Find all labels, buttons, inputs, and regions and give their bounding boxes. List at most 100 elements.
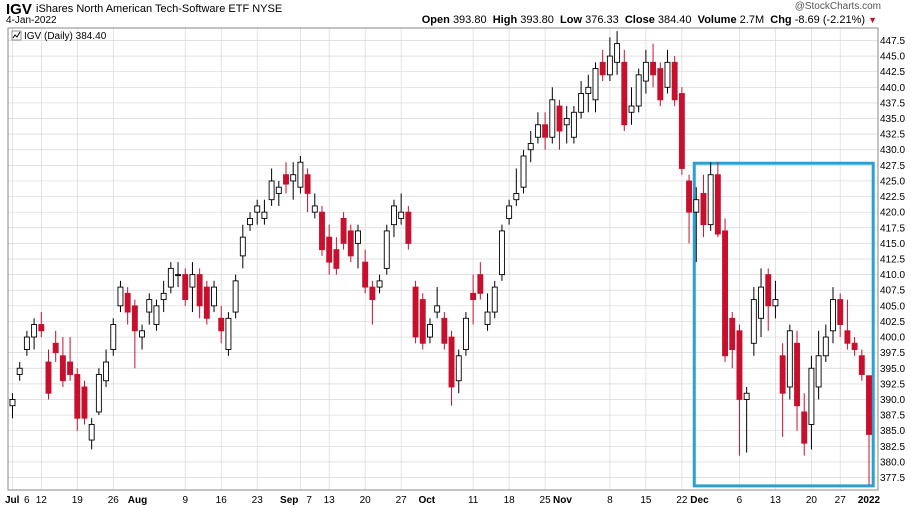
y-tick-label: 427.5 <box>880 161 905 172</box>
y-tick-label: 417.5 <box>880 223 905 234</box>
x-tick-label: 23 <box>252 495 264 506</box>
y-tick-label: 407.5 <box>880 286 905 297</box>
candle-body <box>448 336 455 388</box>
y-tick-label: 445.0 <box>880 52 905 63</box>
plot-frame <box>7 27 879 491</box>
candle-body <box>614 43 621 63</box>
candle-body <box>182 274 189 301</box>
candles <box>9 31 872 485</box>
candle <box>520 149 527 194</box>
candle <box>405 205 412 250</box>
y-tick-label: 380.0 <box>880 457 905 468</box>
candle <box>599 49 606 82</box>
candle <box>765 268 772 331</box>
y-tick-label: 397.5 <box>880 348 905 359</box>
candle <box>290 162 297 200</box>
candle-body <box>606 55 613 76</box>
candle-body <box>167 267 174 288</box>
candle <box>837 293 844 338</box>
candle <box>326 224 333 275</box>
candle-body <box>527 143 534 151</box>
candle <box>707 162 714 231</box>
candle <box>714 162 721 238</box>
candle-body <box>67 361 74 375</box>
candle <box>247 212 253 231</box>
y-tick-label: 442.5 <box>880 67 905 78</box>
x-tick-label: Dec <box>690 495 709 506</box>
y-tick-label: 437.5 <box>880 98 905 109</box>
candle <box>362 249 369 294</box>
x-tick-label: Nov <box>553 495 572 506</box>
candle <box>786 324 793 400</box>
x-tick-label: 6 <box>737 495 743 506</box>
x-tick-label: Aug <box>128 495 147 506</box>
x-tick-label: 13 <box>324 495 336 506</box>
candle <box>693 187 700 263</box>
y-tick-label: 385.0 <box>880 426 905 437</box>
candle <box>614 31 621 75</box>
candle <box>549 87 556 144</box>
candle-body <box>419 299 426 344</box>
candle-body <box>549 99 556 138</box>
candle <box>758 268 764 338</box>
high-label: High <box>492 14 518 26</box>
x-axis: Jul 6 12 19 26 Aug 9 16 23 Sep 7 13 20 27 Oct 11 18 25 Nov… <box>5 495 881 506</box>
candle <box>563 106 570 144</box>
candle <box>88 418 95 450</box>
chart-date: 4-Jan-2022 <box>6 15 57 26</box>
candle <box>225 312 232 356</box>
candle <box>391 199 397 238</box>
candle-body <box>362 261 369 288</box>
candle <box>167 262 174 294</box>
plot-legend: IGV (Daily) 384.40 <box>11 30 107 42</box>
candle-body <box>462 317 469 350</box>
candle-body <box>470 292 477 301</box>
candle <box>729 312 736 369</box>
x-tick-label: 26 <box>108 495 120 506</box>
volume-value: 2.7M <box>739 14 765 26</box>
candle <box>506 199 513 225</box>
candle <box>578 81 585 119</box>
candle <box>462 312 469 356</box>
candle-body <box>714 174 721 235</box>
x-tick-label: 13 <box>770 495 782 506</box>
candle <box>851 337 858 356</box>
candle-body <box>772 299 779 307</box>
candle-body <box>16 367 23 375</box>
candle-body <box>218 317 225 332</box>
security-name: iShares North American Tech-Software ETF… <box>36 3 282 15</box>
x-tick-label: 2022 <box>858 495 881 506</box>
candle <box>23 330 30 356</box>
candle <box>470 274 477 325</box>
candle-body <box>225 317 232 350</box>
x-tick-label: 6 <box>24 495 30 506</box>
candle <box>117 280 124 313</box>
candle-body <box>599 61 606 76</box>
x-tick-label: 16 <box>216 495 228 506</box>
x-tick-label: 19 <box>72 495 84 506</box>
candle-body <box>124 292 131 313</box>
candle-body <box>275 186 282 194</box>
candle <box>527 131 534 163</box>
candle <box>52 330 59 363</box>
candle-body <box>822 336 829 357</box>
candle-body <box>700 192 707 226</box>
candle-body <box>355 230 361 244</box>
candle <box>81 380 88 425</box>
candle-body <box>570 111 577 138</box>
candle-body <box>678 93 685 169</box>
candle-body <box>520 155 527 188</box>
candle-body <box>139 330 146 338</box>
candle-body <box>340 217 347 244</box>
candle-body <box>758 286 764 319</box>
candle-body <box>794 342 800 407</box>
candle-body <box>434 305 441 313</box>
candle <box>218 305 225 344</box>
legend-line-icon <box>12 31 21 39</box>
candle-body <box>131 305 138 332</box>
candle <box>160 280 167 313</box>
candle <box>736 324 743 456</box>
candle-body <box>146 299 153 313</box>
candle-body <box>110 324 117 350</box>
candle <box>477 262 484 300</box>
